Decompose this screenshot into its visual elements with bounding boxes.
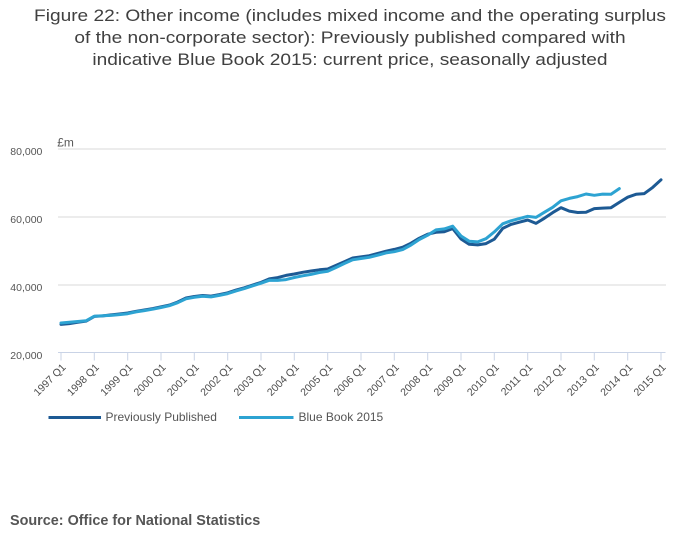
svg-text:80,000: 80,000 bbox=[10, 146, 42, 158]
svg-text:2003 Q1: 2003 Q1 bbox=[232, 362, 269, 399]
svg-text:2008 Q1: 2008 Q1 bbox=[398, 362, 435, 399]
svg-text:1997 Q1: 1997 Q1 bbox=[32, 362, 69, 399]
svg-text:2012 Q1: 2012 Q1 bbox=[532, 362, 569, 399]
svg-text:2013 Q1: 2013 Q1 bbox=[565, 362, 602, 399]
svg-text:2010 Q1: 2010 Q1 bbox=[465, 362, 502, 399]
svg-text:2001 Q1: 2001 Q1 bbox=[165, 362, 202, 399]
svg-text:2004 Q1: 2004 Q1 bbox=[265, 362, 302, 399]
svg-text:60,000: 60,000 bbox=[10, 214, 42, 226]
svg-text:1999 Q1: 1999 Q1 bbox=[98, 362, 135, 399]
svg-text:2009 Q1: 2009 Q1 bbox=[432, 362, 469, 399]
svg-text:20,000: 20,000 bbox=[10, 350, 42, 362]
svg-text:2014 Q1: 2014 Q1 bbox=[598, 362, 635, 399]
svg-text:2007 Q1: 2007 Q1 bbox=[365, 362, 402, 399]
svg-text:40,000: 40,000 bbox=[10, 282, 42, 294]
svg-text:Blue Book 2015: Blue Book 2015 bbox=[299, 410, 384, 424]
svg-text:1998 Q1: 1998 Q1 bbox=[65, 362, 102, 399]
svg-text:2015 Q1: 2015 Q1 bbox=[632, 362, 669, 399]
svg-text:2000 Q1: 2000 Q1 bbox=[132, 362, 169, 399]
svg-text:2005 Q1: 2005 Q1 bbox=[298, 362, 335, 399]
svg-text:£m: £m bbox=[57, 136, 74, 150]
svg-text:Previously Published: Previously Published bbox=[106, 410, 217, 424]
svg-text:2011 Q1: 2011 Q1 bbox=[499, 362, 536, 399]
svg-text:2006 Q1: 2006 Q1 bbox=[332, 362, 369, 399]
svg-text:2002 Q1: 2002 Q1 bbox=[198, 362, 235, 399]
